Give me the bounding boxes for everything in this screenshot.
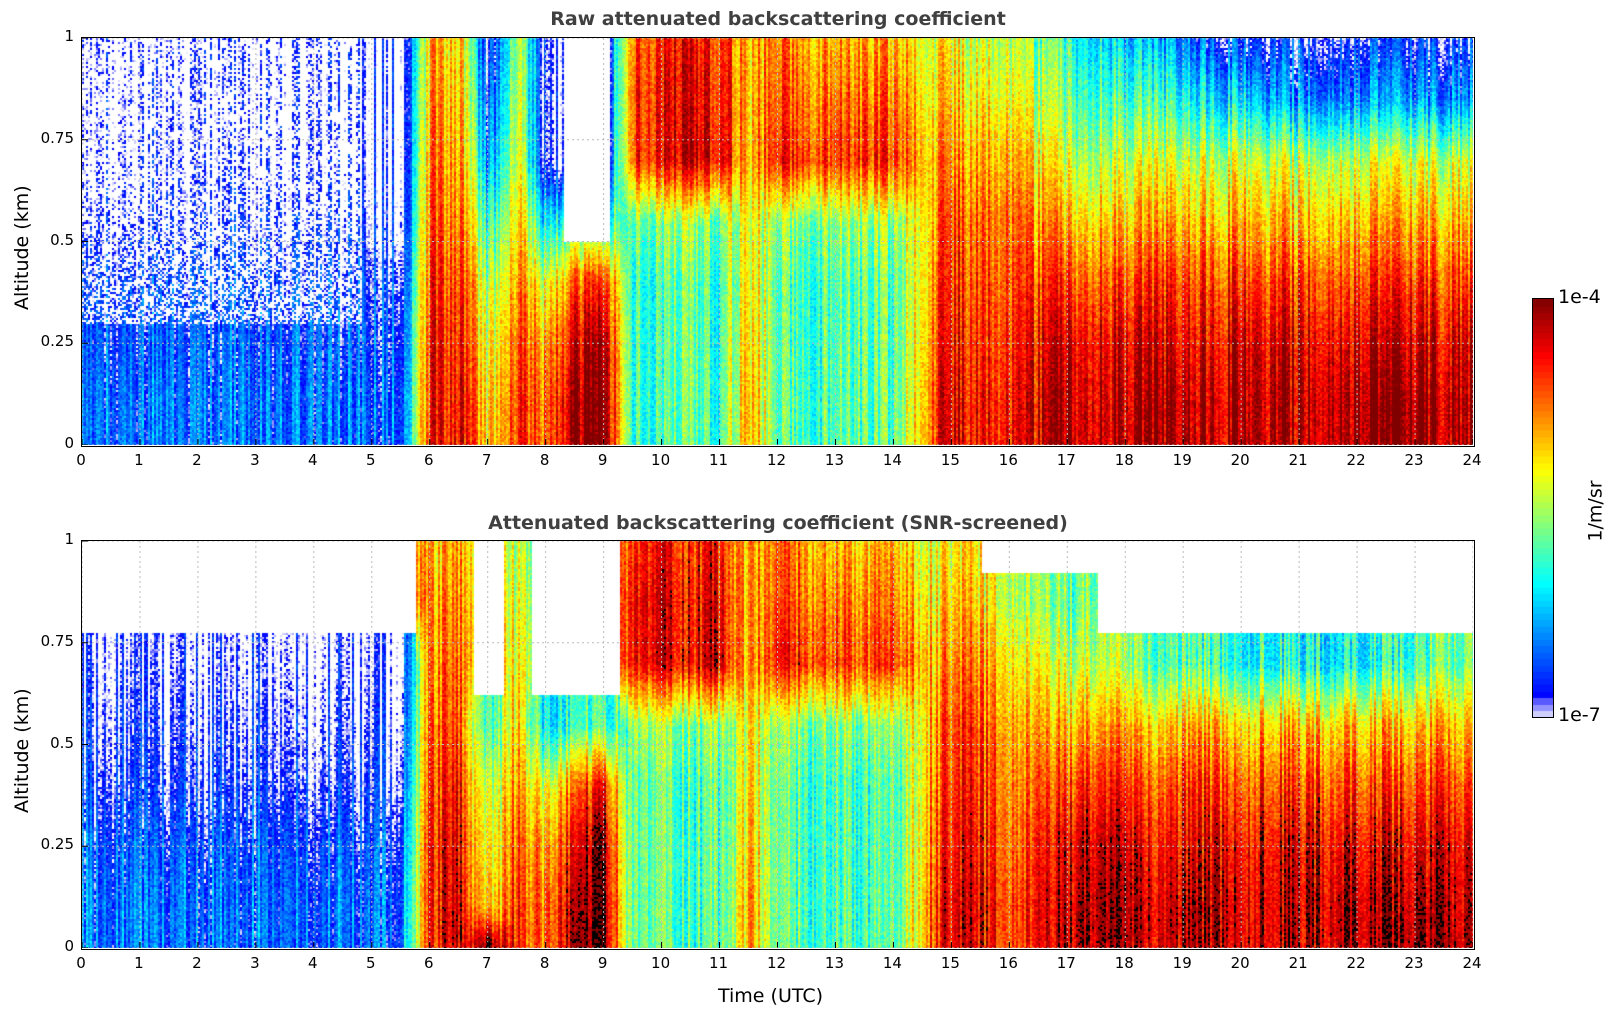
colorbar-min-label: 1e-7 (1558, 704, 1601, 726)
x-tick-label: 20 (1230, 451, 1250, 469)
x-tick-label: 1 (134, 954, 144, 972)
x-tick-label: 24 (1462, 451, 1482, 469)
x-tick-label: 24 (1462, 954, 1482, 972)
y-tick-label: 0 (64, 937, 74, 955)
y-tick-label: 1 (64, 27, 74, 45)
x-tick-label: 10 (651, 451, 671, 469)
x-tick-label: 9 (597, 451, 608, 469)
y-tick-label: 0.75 (40, 631, 74, 650)
x-tick-label: 11 (708, 451, 729, 469)
x-tick-label: 5 (366, 451, 376, 469)
x-tick-label: 14 (882, 451, 902, 469)
colorbar-unit-label: 1/m/sr (1584, 480, 1607, 542)
x-tick-label: 6 (423, 451, 434, 469)
heatmap-panel-screened (81, 540, 1475, 950)
x-tick-label: 5 (366, 954, 376, 972)
x-tick-label: 0 (76, 954, 86, 972)
x-tick-label: 23 (1404, 954, 1424, 972)
x-tick-label: 7 (481, 954, 492, 972)
x-tick-label: 17 (1056, 954, 1076, 972)
x-tick-label: 12 (766, 451, 787, 469)
x-tick-label: 19 (1172, 954, 1192, 972)
x-tick-label: 6 (423, 954, 434, 972)
x-axis-label: Time (UTC) (718, 985, 824, 1007)
y-tick-label: 0.25 (40, 332, 74, 351)
x-tick-label: 11 (708, 954, 729, 972)
chart-title-raw: Raw attenuated backscattering coefficien… (550, 8, 1006, 30)
chart-title-screened: Attenuated backscattering coefficient (S… (488, 512, 1068, 534)
x-tick-label: 8 (539, 954, 550, 972)
x-tick-label: 0 (76, 451, 86, 469)
x-tick-label: 23 (1404, 451, 1424, 469)
x-tick-label: 4 (308, 451, 318, 469)
x-tick-label: 16 (998, 954, 1018, 972)
x-tick-label: 21 (1288, 954, 1308, 972)
x-tick-label: 13 (824, 954, 844, 972)
x-tick-label: 16 (998, 451, 1018, 469)
y-tick-label: 0 (64, 434, 74, 452)
x-tick-label: 8 (539, 451, 550, 469)
x-tick-label: 4 (308, 954, 318, 972)
colorbar (1532, 298, 1554, 718)
x-tick-label: 22 (1346, 451, 1366, 469)
x-tick-label: 15 (940, 954, 960, 972)
x-tick-label: 3 (250, 451, 260, 469)
x-tick-label: 19 (1172, 451, 1192, 469)
x-tick-label: 17 (1056, 451, 1076, 469)
colorbar-max-label: 1e-4 (1558, 286, 1601, 308)
grid-screened (82, 541, 1473, 948)
x-tick-label: 2 (192, 954, 202, 972)
y-tick-label: 0.75 (40, 128, 74, 147)
x-tick-label: 13 (824, 451, 844, 469)
x-tick-label: 20 (1230, 954, 1250, 972)
x-tick-label: 3 (250, 954, 260, 972)
x-tick-label: 15 (940, 451, 960, 469)
x-tick-label: 10 (651, 954, 671, 972)
y-tick-label: 0.25 (40, 835, 74, 854)
x-tick-label: 22 (1346, 954, 1366, 972)
x-tick-label: 2 (192, 451, 202, 469)
x-tick-label: 7 (481, 451, 492, 469)
grid-raw (82, 38, 1473, 445)
x-tick-label: 12 (766, 954, 787, 972)
x-tick-label: 9 (597, 954, 608, 972)
x-tick-label: 14 (882, 954, 902, 972)
y-tick-label: 1 (64, 530, 74, 548)
x-tick-label: 18 (1114, 451, 1134, 469)
heatmap-panel-raw (81, 37, 1475, 447)
y-tick-label: 0.5 (50, 733, 74, 752)
x-tick-label: 21 (1288, 451, 1308, 469)
x-tick-label: 1 (134, 451, 144, 469)
y-tick-label: 0.5 (50, 230, 74, 249)
x-tick-label: 18 (1114, 954, 1134, 972)
